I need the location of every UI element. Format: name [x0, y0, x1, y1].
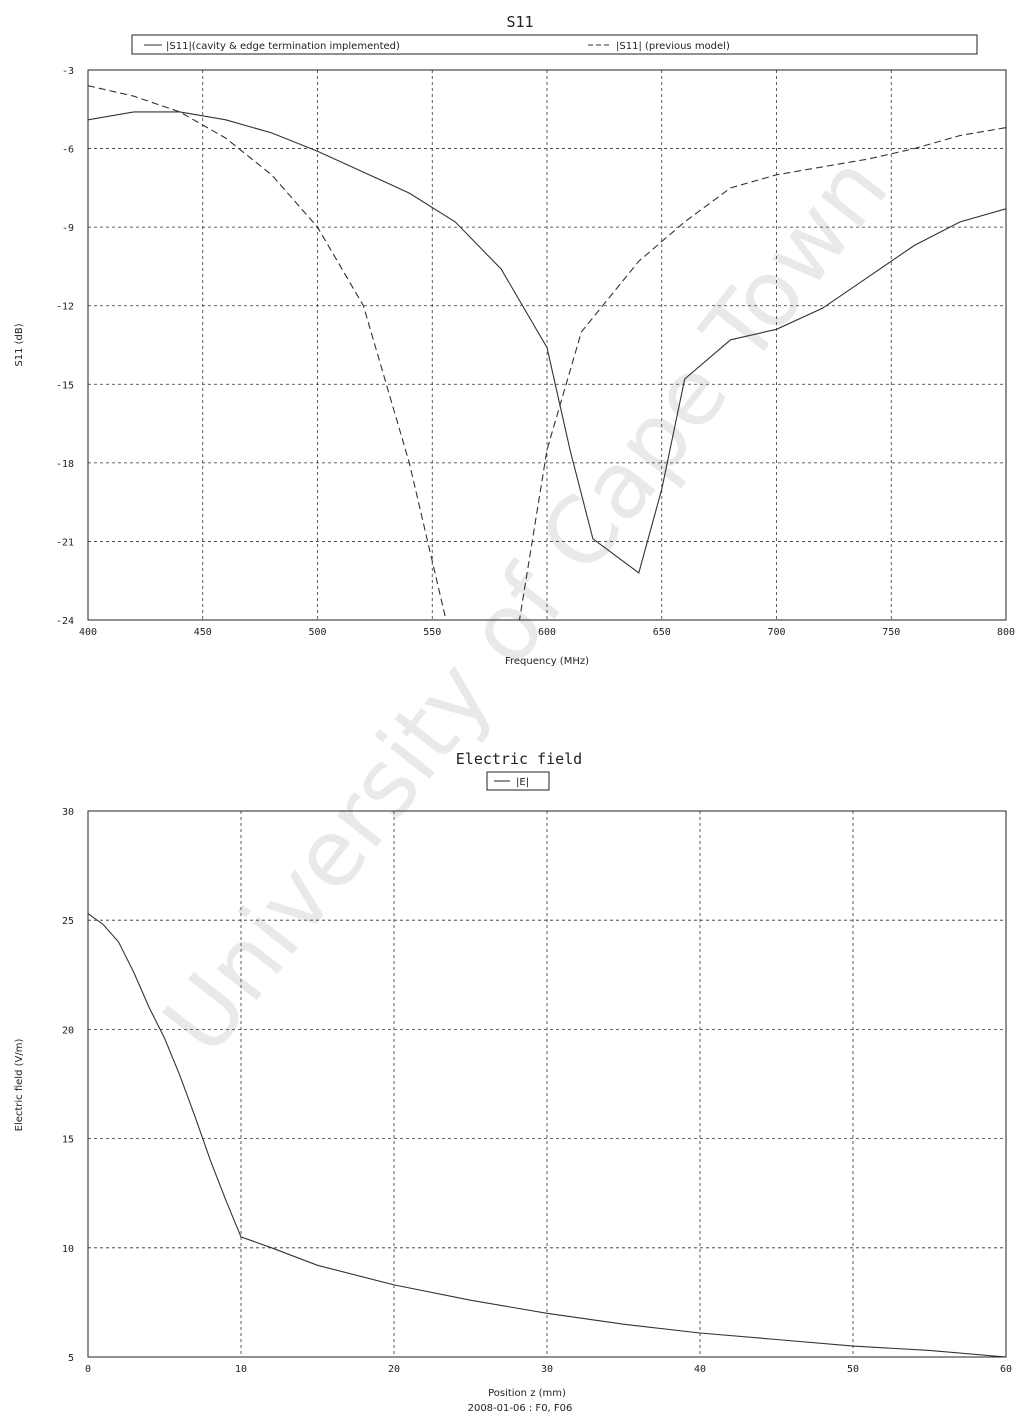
efield-y-axis-label: Electric field (V/m) — [14, 1039, 25, 1132]
c1-x-tick-label: 600 — [538, 627, 556, 638]
efield-legend-label-0: |E| — [516, 777, 529, 788]
c1-y-tick-label: -24 — [56, 616, 74, 627]
c1-x-tick-label: 800 — [997, 627, 1015, 638]
efield-x-axis-label: Position z (mm) — [488, 1388, 566, 1399]
efield-series-group — [88, 913, 1006, 1357]
c1-x-tick-label: 500 — [308, 627, 326, 638]
c1-y-tick-label: -3 — [62, 66, 74, 77]
s11-y-axis-label: S11 (dB) — [14, 323, 25, 366]
c1-x-tick-label: 400 — [79, 627, 97, 638]
c1-x-tick-label: 650 — [653, 627, 671, 638]
c2-y-tick-label: 25 — [62, 916, 74, 927]
efield-plot-frame — [87, 810, 1007, 1358]
s11-x-axis-label: Frequency (MHz) — [505, 656, 589, 667]
c2-series-line-0 — [88, 913, 1006, 1357]
c2-x-tick-label: 0 — [85, 1364, 91, 1375]
efield-x-tick-labels: 0 10 20 30 40 50 60 — [85, 1364, 1012, 1375]
c1-y-tick-label: -15 — [56, 380, 74, 391]
s11-x-tick-labels: 400 450 500 550 600 650 700 750 800 — [79, 627, 1015, 638]
watermark-text: University of Cape Town — [143, 136, 909, 1074]
c1-y-tick-label: -21 — [56, 537, 74, 548]
efield-y-tick-labels: 30 25 20 15 10 5 — [62, 807, 74, 1364]
c2-y-tick-label: 10 — [62, 1244, 74, 1255]
c1-y-tick-label: -9 — [62, 223, 74, 234]
c1-series-line-0 — [88, 111, 1006, 574]
efield-legend: |E| — [486, 771, 550, 791]
s11-legend-label-0: |S11|(cavity & edge termination implemen… — [166, 41, 400, 52]
c1-x-tick-label: 550 — [423, 627, 441, 638]
c1-x-tick-label: 700 — [767, 627, 785, 638]
c2-x-tick-label: 40 — [694, 1364, 706, 1375]
c2-y-tick-label: 20 — [62, 1025, 74, 1036]
c1-y-tick-label: -18 — [56, 459, 74, 470]
s11-chart: S11 |S11|(cavity & edge termination impl… — [14, 13, 1015, 667]
efield-chart: Electric field |E| 0 10 20 30 40 50 60 30 25 20 1… — [14, 750, 1012, 1399]
c1-y-tick-label: -6 — [62, 145, 74, 156]
c2-y-tick-label: 30 — [62, 807, 74, 818]
c2-y-tick-label: 15 — [62, 1135, 74, 1146]
c1-series-line-1 — [88, 85, 1006, 620]
c2-x-tick-label: 10 — [235, 1364, 247, 1375]
c2-x-tick-label: 50 — [847, 1364, 859, 1375]
c2-x-tick-label: 30 — [541, 1364, 553, 1375]
s11-gridlines — [88, 70, 1006, 620]
c1-x-tick-label: 450 — [194, 627, 212, 638]
s11-series-group — [88, 85, 1006, 620]
s11-chart-title: S11 — [506, 13, 533, 31]
s11-legend: |S11|(cavity & edge termination implemen… — [131, 34, 978, 55]
footer-text: 2008-01-06 : F0, F06 — [468, 1403, 573, 1414]
c2-x-tick-label: 20 — [388, 1364, 400, 1375]
efield-legend-box — [486, 771, 550, 791]
s11-legend-label-1: |S11| (previous model) — [616, 41, 730, 52]
s11-y-tick-labels: -3 -6 -9 -12 -15 -18 -21 -24 — [56, 66, 74, 627]
c2-x-tick-label: 60 — [1000, 1364, 1012, 1375]
efield-chart-title: Electric field — [456, 750, 582, 768]
c1-x-tick-label: 750 — [882, 627, 900, 638]
c1-y-tick-label: -12 — [56, 302, 74, 313]
s11-legend-box — [131, 34, 978, 55]
efield-gridlines — [88, 811, 1006, 1357]
c2-y-tick-label: 5 — [68, 1353, 74, 1364]
s11-plot-frame — [87, 69, 1007, 621]
